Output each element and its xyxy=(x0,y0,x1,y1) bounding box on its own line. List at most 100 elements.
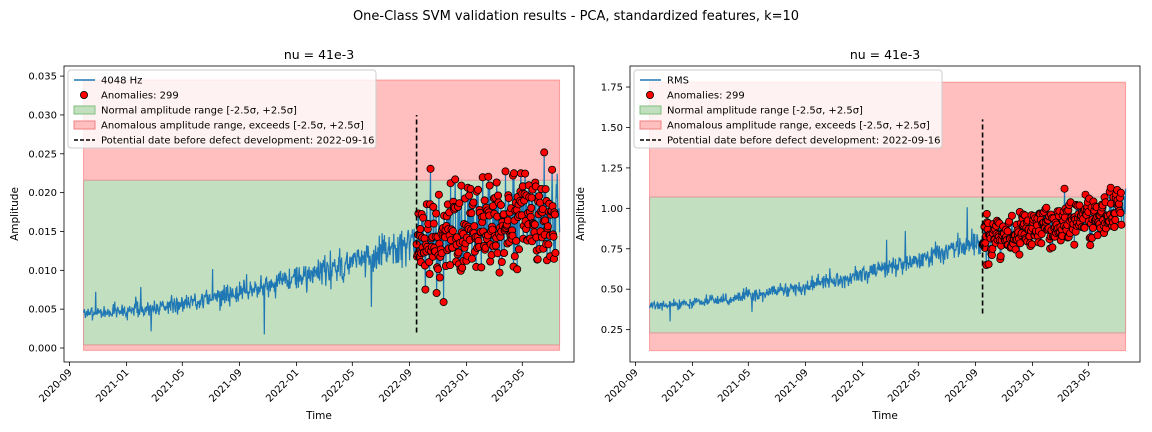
anomaly-point xyxy=(492,178,501,187)
y-tick-label: 1.00 xyxy=(601,204,623,215)
anomaly-point xyxy=(429,202,438,211)
anomaly-point xyxy=(530,220,539,229)
anomaly-point xyxy=(429,219,438,228)
legend-anomaly-label: Anomalies: 299 xyxy=(667,91,745,102)
x-tick-label: 2023-01 xyxy=(1000,367,1037,404)
x-tick-label: 2022-09 xyxy=(943,367,980,404)
legend: 4048 Hz Anomalies: 299 Normal amplitude ra… xyxy=(67,69,377,149)
legend-box xyxy=(633,69,943,149)
anomaly-point xyxy=(533,255,542,264)
anomaly-point xyxy=(541,185,550,194)
legend-box xyxy=(67,69,377,149)
anomaly-point xyxy=(527,203,536,212)
legend-normal-swatch xyxy=(73,105,96,115)
anomaly-point xyxy=(474,185,483,194)
y-tick-label: 0.50 xyxy=(601,285,623,296)
x-tick-label: 2021-01 xyxy=(660,367,697,404)
figure-suptitle: One-Class SVM validation results - PCA, … xyxy=(353,9,799,24)
anomaly-point xyxy=(540,148,549,157)
x-tick-label: 2022-05 xyxy=(320,367,357,404)
x-tick-label: 2022-01 xyxy=(264,367,301,404)
anomaly-point xyxy=(1070,240,1079,249)
anomaly-point xyxy=(434,190,443,199)
x-tick-label: 2020-09 xyxy=(603,367,640,404)
y-tick-label: 0.75 xyxy=(601,244,623,255)
anomaly-point xyxy=(1111,215,1120,224)
anomaly-point xyxy=(1086,241,1095,250)
anomaly-point xyxy=(433,265,442,274)
anomaly-point xyxy=(448,227,457,236)
y-tick-label: 0.010 xyxy=(28,266,57,277)
y-axis-label: Amplitude xyxy=(9,187,21,241)
anomaly-point xyxy=(500,248,509,257)
anomaly-point xyxy=(467,209,476,218)
x-tick-label: 2022-09 xyxy=(377,367,414,404)
legend-normal-label: Normal amplitude range [-2.5σ, +2.5σ] xyxy=(101,106,297,117)
anomaly-point xyxy=(512,236,521,245)
x-tick-label: 2021-09 xyxy=(773,367,810,404)
x-tick-label: 2021-05 xyxy=(716,367,753,404)
anomaly-point xyxy=(515,245,524,254)
anomaly-point xyxy=(497,257,506,266)
legend-anomalous-swatch xyxy=(73,120,96,130)
anomaly-point xyxy=(1110,222,1119,231)
legend-series-label: 4048 Hz xyxy=(101,76,142,87)
anomaly-point xyxy=(521,169,530,178)
x-tick-label: 2021-01 xyxy=(94,367,131,404)
legend-defect-label: Potential date before defect development… xyxy=(101,136,374,147)
anomaly-point xyxy=(485,181,494,190)
y-tick-label: 1.25 xyxy=(601,163,623,174)
anomaly-point xyxy=(1037,230,1046,239)
chart-panel-left: nu = 41e-3 0.000 0.005 0.010 0.015 0.020 0.025… xyxy=(9,47,575,422)
anomaly-point xyxy=(1117,220,1126,229)
chart-panel-right: nu = 41e-3 0.25 0.50 0.75 1.00 1.25 1.50 1.75 20… xyxy=(575,47,1141,422)
x-tick-label: 2022-05 xyxy=(886,367,923,404)
anomaly-points xyxy=(412,148,560,307)
anomaly-point xyxy=(458,263,467,272)
y-tick-label: 0.000 xyxy=(28,344,57,355)
anomaly-point xyxy=(544,240,553,249)
anomaly-point xyxy=(421,285,430,294)
anomaly-point xyxy=(504,194,513,203)
legend-anomalous-swatch xyxy=(639,120,662,130)
anomaly-point xyxy=(494,191,503,200)
y-tick-label: 0.015 xyxy=(28,227,57,238)
anomaly-point xyxy=(470,222,479,231)
x-tick-label: 2022-01 xyxy=(830,367,867,404)
anomaly-point xyxy=(454,248,463,257)
axes-frame xyxy=(63,65,575,363)
anomaly-point xyxy=(432,209,441,218)
x-tick-label: 2023-01 xyxy=(434,367,471,404)
anomaly-point xyxy=(509,169,518,178)
anomaly-point xyxy=(439,298,448,307)
anomaly-point xyxy=(513,265,522,274)
legend-anomaly-label: Anomalies: 299 xyxy=(101,91,179,102)
x-tick-label: 2021-05 xyxy=(150,367,187,404)
anomaly-point xyxy=(1037,239,1046,248)
x-tick-label: 2023-05 xyxy=(1056,367,1093,404)
y-tick-label: 0.025 xyxy=(28,149,57,160)
anomaly-point xyxy=(446,261,455,270)
x-tick-label: 2023-05 xyxy=(490,367,527,404)
x-tick-label: 2021-09 xyxy=(207,367,244,404)
anomaly-points xyxy=(978,183,1126,269)
anomaly-point xyxy=(467,254,476,263)
anomaly-point xyxy=(984,260,993,269)
anomaly-point xyxy=(469,198,478,207)
anomaly-point xyxy=(501,167,510,176)
anomaly-point xyxy=(425,269,434,278)
anomaly-point xyxy=(527,193,536,202)
axes-frame xyxy=(629,65,1141,363)
x-tick-label: 2020-09 xyxy=(37,367,74,404)
anomaly-point xyxy=(480,196,489,205)
anomaly-point xyxy=(435,273,444,282)
anomaly-point xyxy=(419,213,428,222)
anomaly-point xyxy=(1080,223,1089,232)
panel-title: nu = 41e-3 xyxy=(850,47,920,62)
anomaly-point xyxy=(491,241,500,250)
anomaly-point xyxy=(1060,184,1069,193)
anomaly-point xyxy=(1007,211,1016,220)
anomaly-point xyxy=(451,175,460,184)
anomaly-point xyxy=(1027,240,1036,249)
